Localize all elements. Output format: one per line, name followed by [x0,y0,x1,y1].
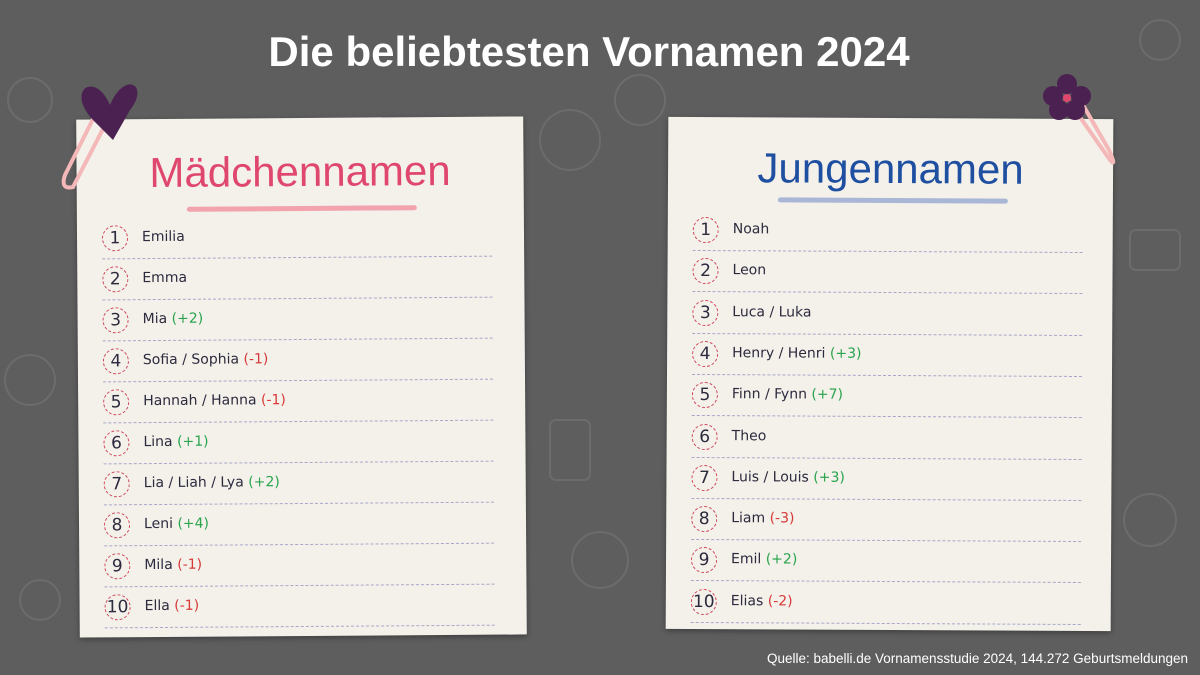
rank: 3 [102,307,129,334]
list-row: 3 Mia (+2) [102,297,493,342]
change: (-1) [177,556,203,573]
rank: 7 [691,464,718,491]
change: (-1) [260,392,286,409]
change: (-1) [174,597,200,614]
underline [777,197,1008,204]
change: (+2) [171,310,204,327]
rank: 10 [690,588,717,615]
rank: 8 [103,512,131,539]
name: Hannah / Hanna (-1) [143,392,286,410]
rank: 9 [104,553,131,580]
name: Leon [732,262,767,279]
name: Lina (+1) [143,433,209,451]
name: Elias (-2) [730,592,793,610]
underline [186,205,417,212]
name: Henry / Henri (+3) [732,345,862,362]
list-row: 7 Lia / Liah / Lya (+2) [103,461,494,506]
change: (-2) [767,593,793,610]
boys-card: Jungennamen 1 Noah 2 Leon 3 Luca / Luka 4 Henry… [665,116,1114,632]
name: Lia / Liah / Lya (+2) [143,474,280,492]
list-row: 9 Mila (-1) [104,543,495,588]
list-row: 4 Sofia / Sophia (-1) [102,338,494,383]
change: (-1) [243,351,269,368]
list-row: 5 Hannah / Hanna (-1) [103,379,494,424]
change: (+3) [829,345,862,362]
list-row: 9 Emil (+2) [690,540,1082,584]
rank: 6 [691,423,718,450]
list-row: 8 Liam (-3) [691,499,1082,543]
change: (+2) [765,551,798,568]
list-row: 3 Luca / Luka [692,292,1083,336]
list-row: 2 Leon [692,251,1083,295]
source: Quelle: babelli.de Vornamensstudie 2024,… [766,651,1188,666]
rank: 5 [691,382,718,409]
list-row: 7 Luis / Louis (+3) [691,457,1082,501]
rank: 4 [692,340,719,367]
change: (+2) [248,474,280,491]
title: Die beliebtesten Vornamen 2024 [268,28,910,75]
change: (+1) [177,433,209,450]
change: (+4) [177,515,210,532]
clip-heart [61,84,138,190]
rank: 6 [103,430,130,457]
list-row: 1 Noah [692,209,1083,254]
name: Theo [731,427,767,444]
name: Luca / Luka [732,303,812,321]
list-row: 2 Emma [102,256,493,301]
rank: 2 [102,266,129,293]
name: Mia (+2) [142,310,204,328]
name: Leni (+4) [143,515,210,533]
rank: 1 [692,216,719,244]
name: Emilia [141,228,185,246]
clip-flower [1043,74,1116,165]
name: Emil (+2) [730,551,798,568]
rank: 10 [104,594,131,621]
change: (-3) [769,510,795,527]
name: Ella (-1) [144,597,200,615]
name: Finn / Fynn (+7) [731,386,844,403]
list-row: 8 Leni (+4) [103,502,495,547]
list-row: 1 Emilia [101,215,493,260]
name: Noah [732,221,770,238]
rank: 1 [101,225,129,252]
rank: 8 [691,506,718,533]
change: (+3) [813,469,845,486]
name: Sofia / Sophia (-1) [142,351,269,369]
rank: 2 [692,258,719,285]
name: Luis / Louis (+3) [731,468,845,486]
rank: 5 [103,389,130,416]
name: Liam (-3) [731,510,795,527]
name: Mila (-1) [144,556,203,574]
rank: 9 [690,547,718,574]
rank: 7 [103,471,130,498]
name: Emma [142,269,188,287]
list-row: 5 Finn / Fynn (+7) [691,375,1082,419]
rank: 4 [102,348,129,375]
list-row: 10 Ella (-1) [104,584,495,629]
list-row: 10 Elias (-2) [690,581,1081,625]
list-row: 4 Henry / Henri (+3) [691,333,1083,377]
list-row: 6 Lina (+1) [103,420,494,465]
change: (+7) [811,386,844,403]
rank: 3 [692,299,719,326]
list-row: 6 Theo [691,416,1082,460]
